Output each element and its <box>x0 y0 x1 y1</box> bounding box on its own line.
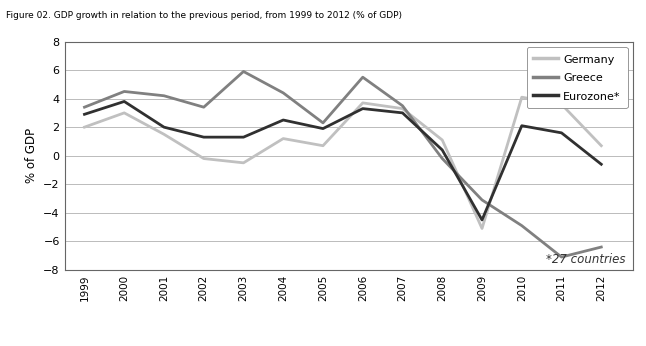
Greece <box>439 156 446 161</box>
Text: Figure 02. GDP growth in relation to the previous period, from 1999 to 2012 (% o: Figure 02. GDP growth in relation to the… <box>6 11 402 20</box>
Eurozone* <box>160 125 168 129</box>
Greece <box>240 70 247 74</box>
Greece <box>518 224 526 228</box>
Germany <box>557 102 565 107</box>
Germany <box>359 101 367 105</box>
Eurozone* <box>359 107 367 111</box>
Greece <box>557 255 565 259</box>
Greece <box>478 198 486 202</box>
Y-axis label: % of GDP: % of GDP <box>25 128 37 183</box>
Line: Greece: Greece <box>85 72 601 257</box>
Eurozone* <box>319 127 327 131</box>
Germany <box>598 144 605 148</box>
Eurozone* <box>200 135 207 139</box>
Line: Germany: Germany <box>85 97 601 228</box>
Germany <box>240 161 247 165</box>
Greece <box>200 105 207 109</box>
Germany <box>478 226 486 230</box>
Germany <box>81 125 89 129</box>
Greece <box>81 105 89 109</box>
Eurozone* <box>399 111 406 115</box>
Germany <box>439 138 446 142</box>
Line: Eurozone*: Eurozone* <box>85 101 601 220</box>
Germany <box>319 144 327 148</box>
Greece <box>279 91 287 95</box>
Legend: Germany, Greece, Eurozone*: Germany, Greece, Eurozone* <box>526 47 627 108</box>
Eurozone* <box>518 124 526 128</box>
Eurozone* <box>478 218 486 222</box>
Eurozone* <box>598 162 605 166</box>
Text: *27 countries: *27 countries <box>546 253 625 266</box>
Eurozone* <box>279 118 287 122</box>
Germany <box>518 95 526 99</box>
Germany <box>160 132 168 136</box>
Germany <box>279 136 287 140</box>
Greece <box>160 94 168 98</box>
Germany <box>200 156 207 161</box>
Germany <box>120 111 128 115</box>
Germany <box>399 107 406 111</box>
Greece <box>399 104 406 108</box>
Greece <box>598 245 605 249</box>
Eurozone* <box>81 112 89 116</box>
Greece <box>359 75 367 79</box>
Eurozone* <box>557 131 565 135</box>
Greece <box>120 89 128 93</box>
Eurozone* <box>120 99 128 103</box>
Eurozone* <box>240 135 247 139</box>
Eurozone* <box>439 148 446 152</box>
Greece <box>319 121 327 125</box>
